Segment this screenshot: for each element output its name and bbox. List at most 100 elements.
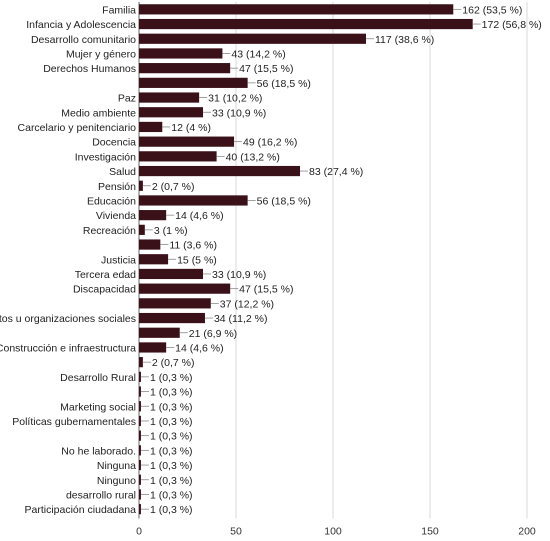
x-tick-label: 0 (136, 526, 142, 538)
category-label: Marketing social (60, 401, 136, 413)
category-label: Educación (87, 195, 136, 207)
value-label: 56 (18,5 %) (257, 195, 311, 207)
value-label: 49 (16,2 %) (243, 137, 297, 149)
bar (139, 92, 200, 103)
x-tick-label: 100 (324, 526, 342, 538)
bar (139, 357, 143, 368)
value-label: 1 (0,3 %) (150, 401, 193, 413)
category-label: Recreación (83, 225, 136, 237)
bar (139, 386, 141, 397)
bar (139, 151, 217, 162)
bar (139, 254, 169, 265)
value-label: 14 (4,6 %) (175, 210, 223, 222)
value-label: 1 (0,3 %) (150, 431, 193, 443)
category-label: Desarrollo Rural (60, 372, 136, 384)
category-label: Mujer y género (66, 48, 136, 60)
category-label: Docencia (92, 137, 136, 149)
bar (139, 107, 204, 118)
value-label: 43 (14,2 %) (231, 48, 285, 60)
value-label: 162 (53,5 %) (462, 4, 522, 16)
bar (139, 401, 141, 412)
category-label: Desarrollo comunitario (31, 34, 136, 46)
category-label: Vivienda (96, 210, 136, 222)
x-axis-ticks: 0 50 100 150 200 (136, 526, 536, 538)
category-label: Infancia y Adolescencia (26, 19, 136, 31)
category-label: Discapacidad (73, 284, 136, 296)
bar (139, 48, 223, 59)
x-tick-label: 200 (518, 526, 536, 538)
value-label: 47 (15,5 %) (239, 284, 293, 296)
category-label: Movimientos u organizaciones sociales (0, 313, 136, 325)
value-labels: 162 (53,5 %) 172 (56,8 %) 117 (38,6 %) 43 (… (140, 4, 542, 516)
bar (139, 445, 141, 456)
category-label: desarrollo rural (66, 489, 136, 501)
category-label: Carcelario y penitenciario (18, 122, 137, 134)
value-label: 172 (56,8 %) (482, 19, 542, 31)
bar (139, 342, 167, 353)
bar (139, 224, 145, 235)
bars (139, 4, 473, 515)
bar (139, 489, 141, 500)
value-label: 33 (10,9 %) (212, 269, 266, 281)
value-label: 37 (12,2 %) (220, 298, 274, 310)
x-tick-label: 150 (421, 526, 439, 538)
bar (139, 136, 235, 147)
bar (139, 239, 161, 250)
value-label: 11 (3,6 %) (169, 240, 217, 252)
bar (139, 63, 231, 74)
category-label: Medio ambiente (61, 107, 136, 119)
bar (139, 283, 231, 294)
category-label: Salud (109, 166, 136, 178)
bar (139, 327, 180, 338)
value-label: 15 (5 %) (177, 254, 217, 266)
bar (139, 195, 248, 206)
category-label: Participación ciudadana (25, 504, 137, 516)
value-label: 56 (18,5 %) (257, 78, 311, 90)
bar (139, 77, 248, 88)
value-label: 47 (15,5 %) (239, 63, 293, 75)
category-label: Pensión (98, 181, 136, 193)
bar (139, 121, 163, 133)
bar (139, 4, 454, 15)
bar (139, 459, 141, 471)
bar (139, 504, 141, 515)
bar (139, 210, 167, 221)
value-label: 1 (0,3 %) (150, 387, 193, 399)
value-label: 1 (0,3 %) (150, 460, 193, 472)
bar (139, 268, 204, 280)
value-label: 21 (6,9 %) (189, 328, 237, 340)
x-tick-label: 50 (230, 526, 242, 538)
category-labels: Familia Infancia y Adolescencia Desarrollo… (0, 4, 136, 516)
bar (139, 430, 141, 441)
value-label: 83 (27,4 %) (309, 166, 363, 178)
value-label: 1 (0,3 %) (150, 445, 193, 457)
value-label: 33 (10,9 %) (212, 107, 266, 119)
category-label: Derechos Humanos (43, 63, 136, 75)
category-label: Tercera edad (75, 269, 136, 281)
value-label: 34 (11,2 %) (214, 313, 268, 325)
bar (139, 312, 205, 324)
value-label: 3 (1 %) (154, 225, 188, 237)
value-label: 2 (0,7 %) (152, 357, 195, 369)
value-label: 40 (13,2 %) (226, 151, 280, 163)
bar (139, 180, 143, 191)
category-label: Justicia (101, 254, 136, 266)
value-label: 1 (0,3 %) (150, 372, 193, 384)
value-label: 14 (4,6 %) (175, 342, 223, 354)
value-label: 1 (0,3 %) (150, 489, 193, 501)
bar (139, 298, 211, 309)
category-label: Familia (102, 4, 136, 16)
value-label: 1 (0,3 %) (150, 475, 193, 487)
value-label: 31 (10,2 %) (208, 93, 262, 105)
bar (139, 33, 366, 44)
bar (139, 415, 141, 427)
category-label: Políticas gubernamentales (12, 416, 136, 428)
category-label: Construcción e infraestructura (0, 342, 136, 354)
bar (139, 371, 141, 382)
bar (139, 165, 301, 177)
value-label: 12 (4 %) (171, 122, 211, 134)
category-label: Paz (118, 93, 136, 105)
value-label: 1 (0,3 %) (150, 504, 193, 516)
bar (139, 474, 141, 485)
